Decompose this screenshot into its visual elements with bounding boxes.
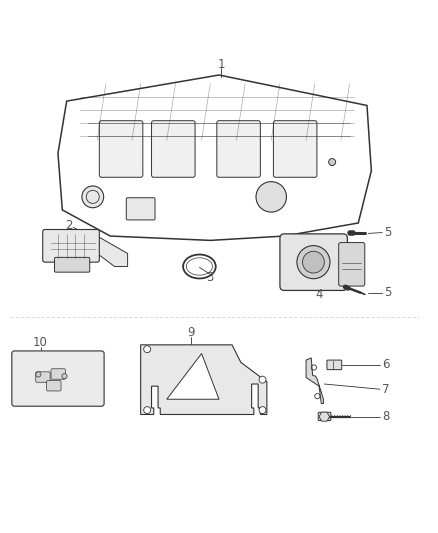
FancyBboxPatch shape <box>99 120 143 177</box>
Circle shape <box>62 374 67 379</box>
FancyBboxPatch shape <box>47 381 61 391</box>
Text: 1: 1 <box>217 58 225 70</box>
Circle shape <box>82 186 104 208</box>
FancyBboxPatch shape <box>43 230 99 262</box>
FancyBboxPatch shape <box>318 413 331 421</box>
PathPatch shape <box>141 345 267 415</box>
FancyBboxPatch shape <box>54 257 90 272</box>
Circle shape <box>144 346 151 353</box>
FancyBboxPatch shape <box>36 372 50 382</box>
FancyBboxPatch shape <box>51 369 65 379</box>
FancyBboxPatch shape <box>273 120 317 177</box>
Text: 5: 5 <box>384 286 392 299</box>
Circle shape <box>328 158 336 166</box>
Text: 10: 10 <box>33 336 48 349</box>
FancyBboxPatch shape <box>327 360 342 370</box>
Polygon shape <box>319 412 329 421</box>
Circle shape <box>259 407 266 414</box>
FancyBboxPatch shape <box>152 120 195 177</box>
Text: 7: 7 <box>382 383 389 395</box>
Circle shape <box>303 251 324 273</box>
PathPatch shape <box>167 353 219 399</box>
FancyBboxPatch shape <box>339 243 365 286</box>
FancyBboxPatch shape <box>126 198 155 220</box>
Text: 2: 2 <box>65 219 73 232</box>
Text: 3: 3 <box>207 271 214 284</box>
Circle shape <box>259 376 266 383</box>
FancyBboxPatch shape <box>217 120 260 177</box>
Circle shape <box>297 246 330 279</box>
PathPatch shape <box>306 358 323 403</box>
FancyBboxPatch shape <box>280 234 347 290</box>
PathPatch shape <box>97 236 127 266</box>
Text: 4: 4 <box>315 288 323 301</box>
Text: 5: 5 <box>384 226 392 239</box>
FancyBboxPatch shape <box>12 351 104 406</box>
Circle shape <box>256 182 286 212</box>
Circle shape <box>144 407 151 414</box>
Circle shape <box>36 372 41 377</box>
Text: 6: 6 <box>382 358 389 372</box>
Text: 8: 8 <box>382 410 389 423</box>
Text: 9: 9 <box>187 326 194 339</box>
